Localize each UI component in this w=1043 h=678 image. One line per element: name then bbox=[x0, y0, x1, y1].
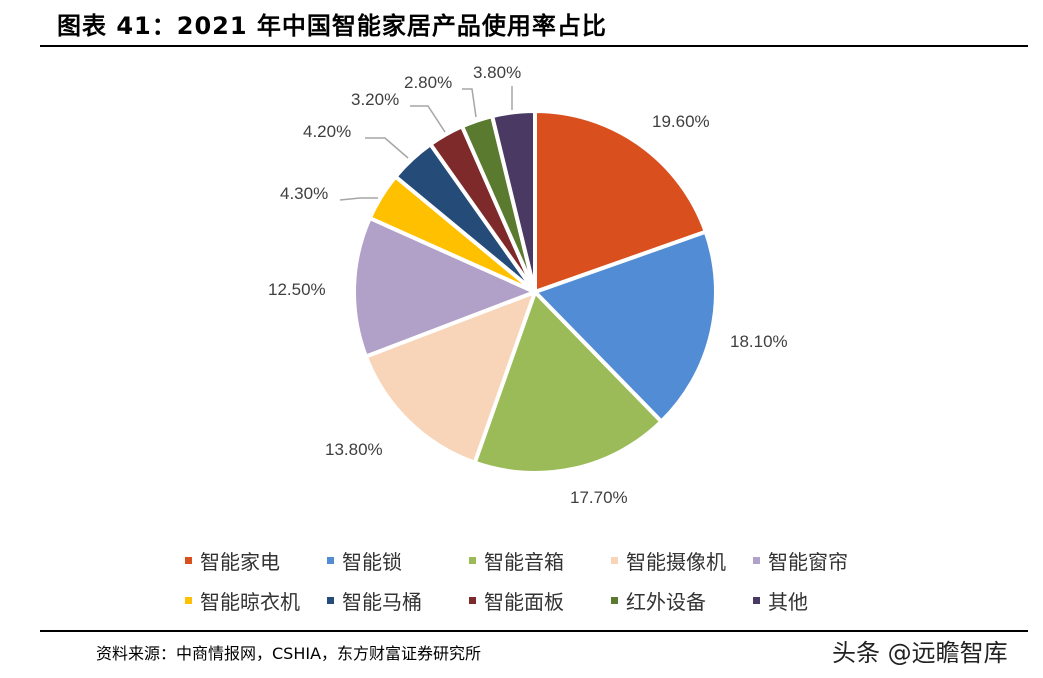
legend-item: 智能摄像机 bbox=[611, 546, 753, 575]
source-note: 资料来源：中商情报网，CSHIA，东方财富证券研究所 bbox=[96, 644, 482, 663]
legend-item: 智能窗帘 bbox=[753, 546, 893, 575]
legend-label: 智能锁 bbox=[342, 549, 402, 574]
legend-item: 其他 bbox=[753, 586, 893, 615]
pie-slice-10 bbox=[489, 108, 537, 293]
legend-label: 智能马桶 bbox=[342, 589, 422, 614]
legend-swatch-icon bbox=[185, 596, 192, 604]
leader-line bbox=[339, 197, 378, 201]
data-label: 4.30% bbox=[280, 184, 328, 203]
pie-chart: 19.60% 18.10% 17.70% 13.80% 12.50% 4.30% 4.20%… bbox=[268, 63, 788, 507]
legend-row: 智能晾衣机 智能马桶 智能面板 红外设备 其他 bbox=[185, 580, 905, 620]
legend-swatch-icon bbox=[611, 556, 618, 564]
pie-slice-5 bbox=[352, 215, 541, 360]
chart-legend: 智能家电 智能锁 智能音箱 智能摄像机 智能窗帘智能晾衣机 智能马桶 智能面板 红外设备 其他 bbox=[185, 540, 905, 620]
legend-label: 智能摄像机 bbox=[626, 549, 726, 574]
pie-slice-4 bbox=[363, 288, 539, 466]
data-label: 18.10% bbox=[730, 332, 788, 351]
legend-item: 智能音箱 bbox=[469, 546, 611, 575]
footer-divider bbox=[40, 630, 1028, 632]
legend-swatch-icon bbox=[327, 556, 334, 564]
legend-swatch-icon bbox=[185, 556, 192, 564]
legend-swatch-icon bbox=[753, 556, 760, 564]
pie-slice-2 bbox=[531, 229, 718, 425]
legend-label: 智能音箱 bbox=[484, 549, 564, 574]
legend-swatch-icon bbox=[469, 596, 476, 604]
watermark: 头条 @远瞻智库 bbox=[832, 639, 1008, 667]
data-label: 4.20% bbox=[303, 122, 351, 141]
legend-swatch-icon bbox=[753, 596, 760, 604]
legend-label: 智能家电 bbox=[200, 549, 280, 574]
data-label: 19.60% bbox=[652, 112, 710, 131]
legend-item: 智能面板 bbox=[469, 586, 611, 615]
legend-label: 智能窗帘 bbox=[768, 549, 848, 574]
data-label: 13.80% bbox=[325, 440, 383, 459]
leader-line bbox=[410, 105, 446, 133]
legend-label: 红外设备 bbox=[626, 589, 706, 614]
pie-slice-3 bbox=[472, 288, 665, 475]
legend-swatch-icon bbox=[327, 596, 334, 604]
data-label: 3.80% bbox=[473, 63, 521, 82]
title-divider bbox=[40, 45, 1028, 47]
legend-item: 智能家电 bbox=[185, 546, 327, 575]
legend-row: 智能家电 智能锁 智能音箱 智能摄像机 智能窗帘 bbox=[185, 540, 905, 580]
leader-line bbox=[365, 137, 409, 159]
data-label: 2.80% bbox=[404, 73, 452, 92]
leader-line bbox=[462, 88, 477, 118]
legend-item: 智能马桶 bbox=[327, 586, 469, 615]
chart-title: 图表 41：2021 年中国智能家居产品使用率占比 bbox=[57, 12, 607, 40]
legend-label: 智能面板 bbox=[484, 589, 564, 614]
legend-item: 智能晾衣机 bbox=[185, 586, 327, 615]
legend-item: 红外设备 bbox=[611, 586, 753, 615]
data-label: 3.20% bbox=[351, 90, 399, 109]
legend-label: 智能晾衣机 bbox=[200, 589, 300, 614]
legend-swatch-icon bbox=[611, 596, 618, 604]
data-label: 12.50% bbox=[268, 280, 326, 299]
legend-swatch-icon bbox=[469, 556, 476, 564]
data-label: 17.70% bbox=[570, 488, 628, 507]
legend-item: 智能锁 bbox=[327, 546, 469, 575]
legend-label: 其他 bbox=[768, 589, 808, 614]
